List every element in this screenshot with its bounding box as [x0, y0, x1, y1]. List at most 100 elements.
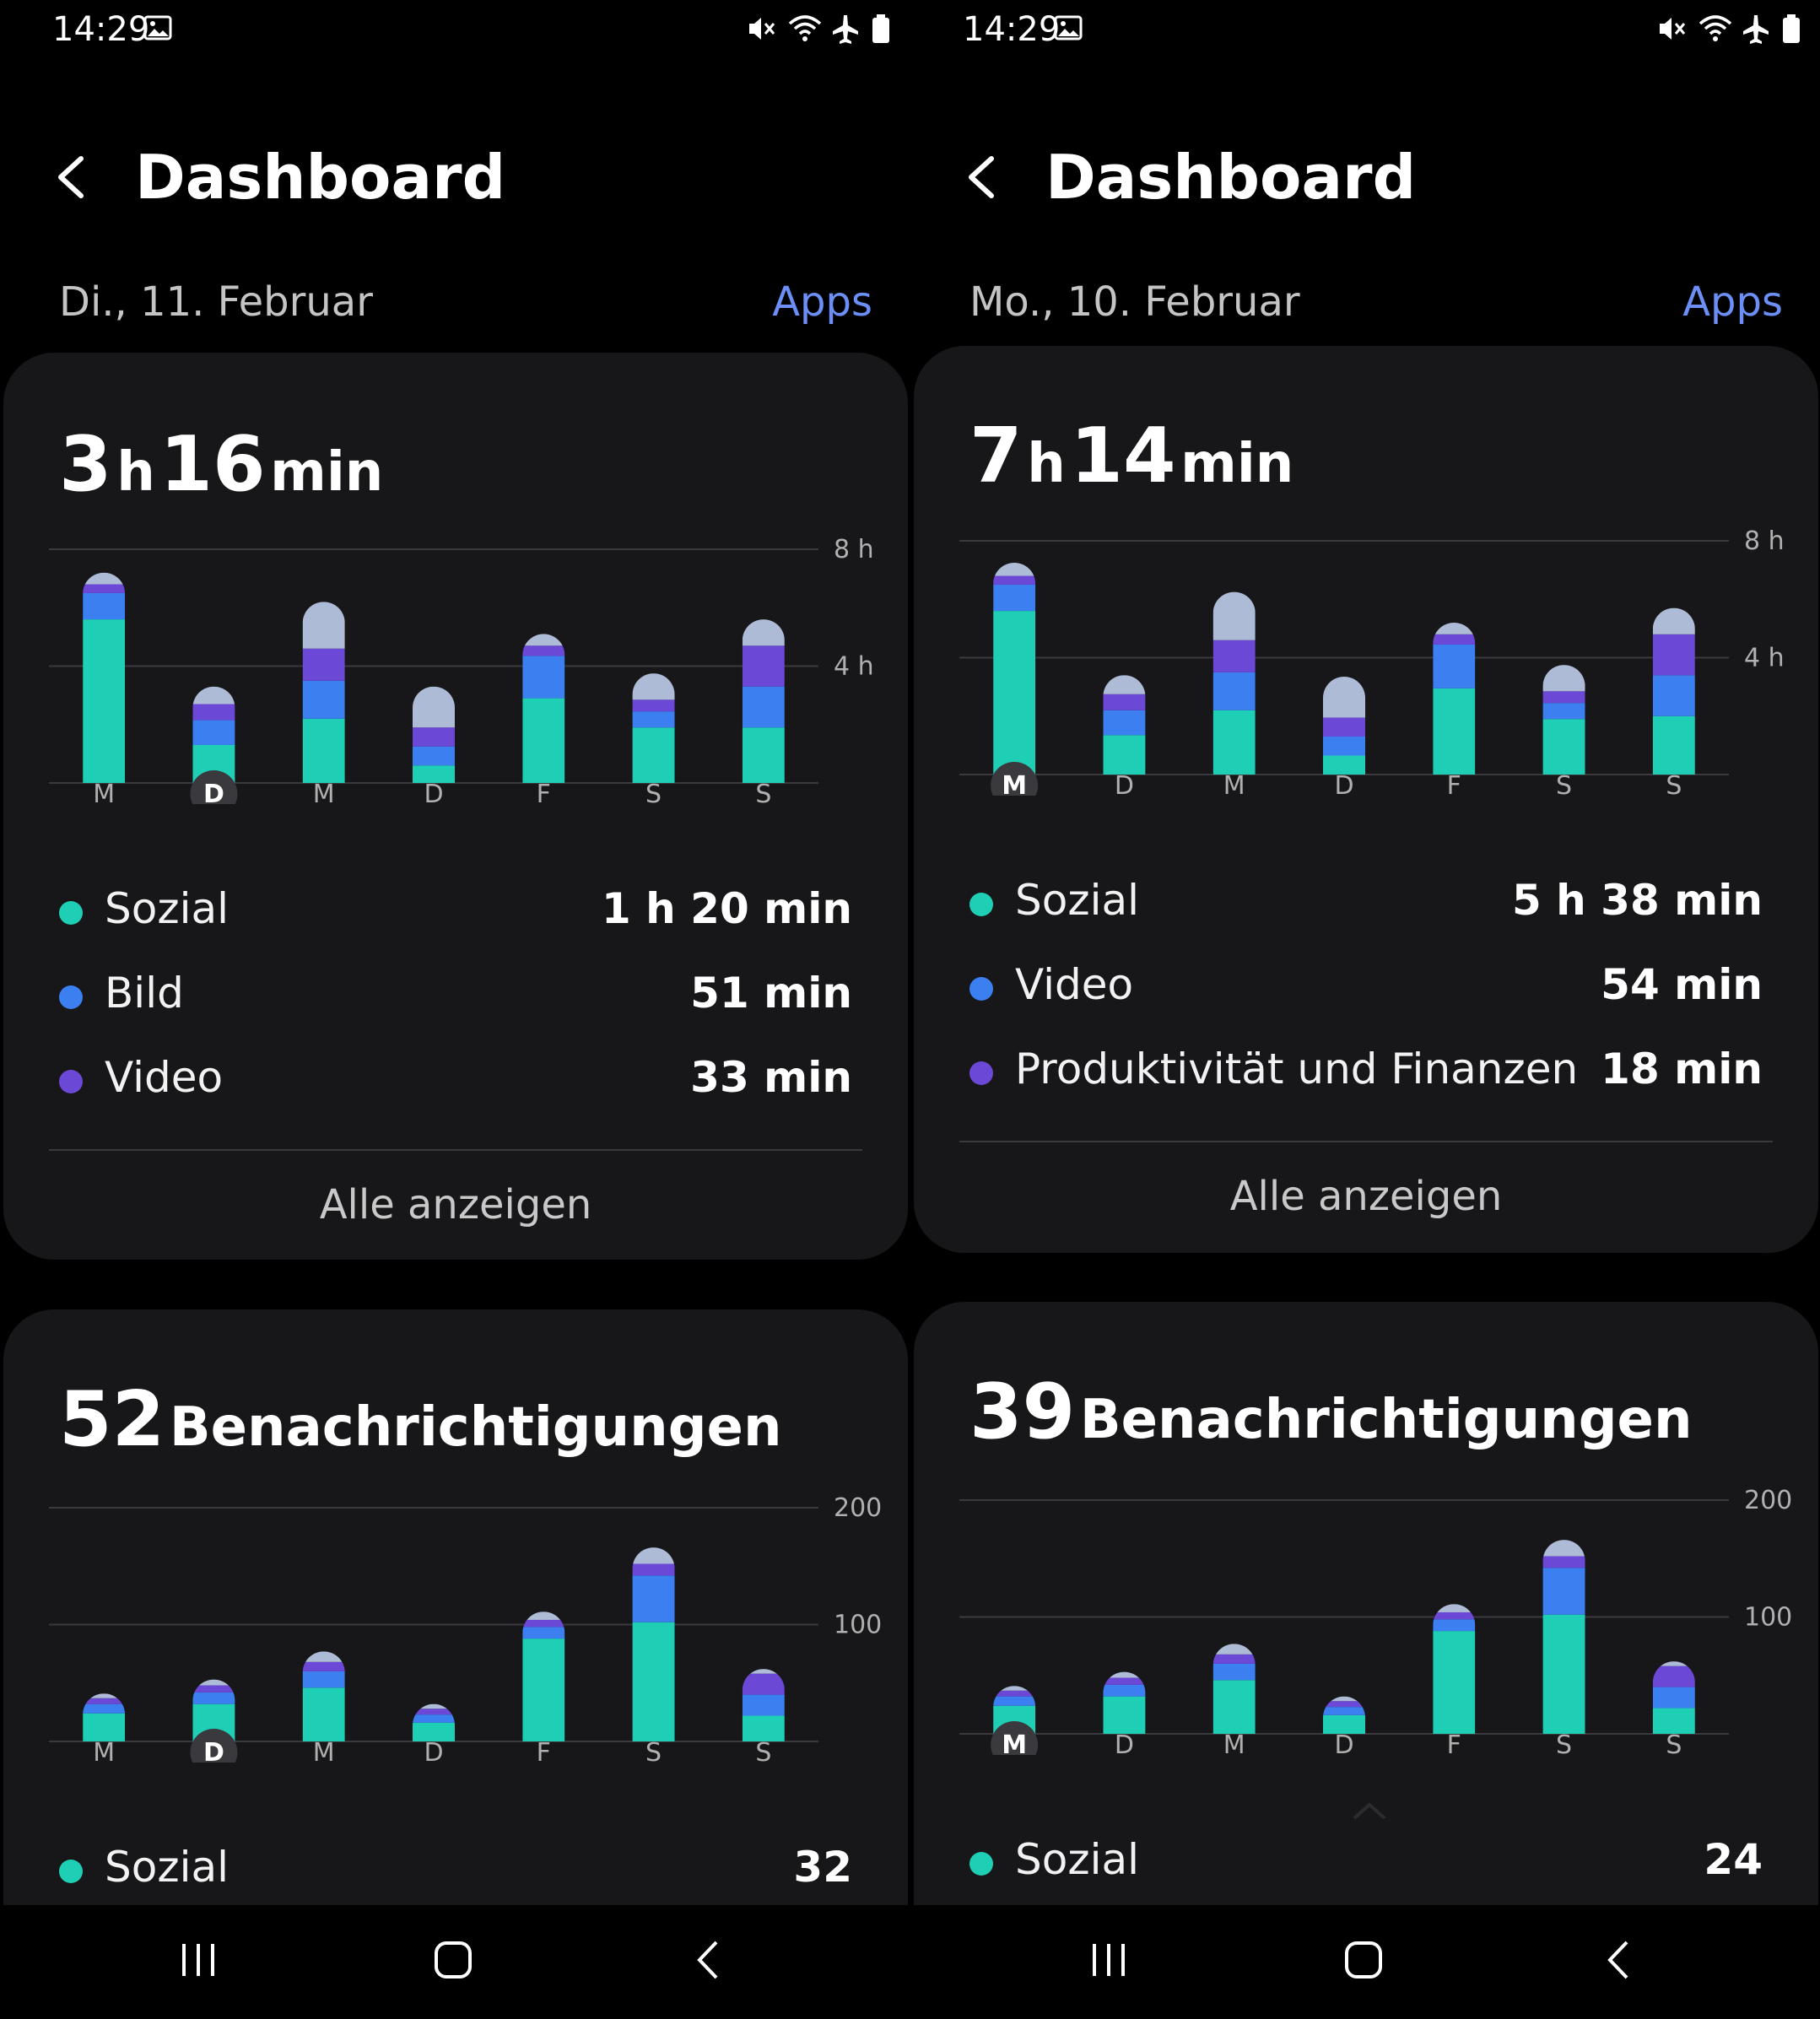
bar-segment-video — [83, 1698, 126, 1704]
selected-day-marker — [190, 1729, 238, 1763]
apps-link[interactable]: Apps — [772, 278, 872, 326]
mute-icon — [1660, 18, 1686, 40]
status-icons — [1656, 12, 1808, 46]
bar-segment-video — [302, 1661, 345, 1671]
bar-segment-video — [1542, 703, 1585, 720]
bar-segment-sozial — [413, 1722, 455, 1741]
x-tick-label: S — [1666, 771, 1682, 796]
notifications-chart[interactable]: 200 100 M D M D F S S — [3, 1476, 908, 1763]
legend-item-sozial[interactable]: Sozial 5 h 38 min — [914, 869, 1818, 937]
bar-group — [742, 1669, 785, 1741]
bar-segment-video — [1103, 710, 1146, 736]
screen-left: 14:29 — [0, 0, 910, 2019]
chevron-up-icon[interactable] — [1351, 1800, 1388, 1822]
bar-segment-sozial — [1542, 719, 1585, 775]
bar-segment-produktivit-t-und-finanzen — [1542, 691, 1585, 704]
bar-segment-bild — [1542, 1568, 1585, 1615]
bar-segment-video — [742, 645, 785, 687]
x-tick-label: D — [424, 780, 443, 804]
x-tick-label: M — [1223, 1730, 1245, 1755]
page-title: Dashboard — [1045, 142, 1417, 213]
notifications-total: 52 Benachrichtigungen — [59, 1375, 782, 1464]
selected-day-marker — [991, 1721, 1039, 1755]
show-all-button[interactable]: Alle anzeigen — [1229, 1173, 1503, 1220]
bar-segment-sozial — [83, 1713, 126, 1741]
gallery-notification-icon — [1054, 15, 1083, 40]
apps-link[interactable]: Apps — [1682, 278, 1783, 326]
x-tick-label: D — [424, 1738, 443, 1763]
divider — [49, 1149, 862, 1151]
bar-segment-video — [1652, 675, 1695, 716]
back-nav-icon[interactable] — [688, 1939, 730, 1981]
legend-item-bild[interactable]: Bild 51 min — [3, 962, 908, 1029]
legend-item-sozial[interactable]: Sozial 1 h 20 min — [3, 877, 908, 945]
page-title: Dashboard — [135, 142, 506, 213]
x-tick-label: D — [203, 1738, 224, 1763]
bar-segment-video — [1433, 1611, 1476, 1620]
bar-segment-video — [192, 704, 235, 721]
y-tick-label: 8 h — [1744, 526, 1785, 556]
bar-group — [83, 572, 126, 783]
x-tick-label: M — [93, 780, 115, 804]
home-icon[interactable] — [432, 1939, 474, 1981]
status-time: 14:29 — [963, 10, 1061, 49]
bar-group — [1103, 1671, 1146, 1734]
gallery-notification-icon — [143, 15, 172, 40]
recent-apps-icon[interactable] — [177, 1939, 219, 1981]
x-tick-label: M — [1002, 1730, 1027, 1755]
back-arrow-icon[interactable] — [961, 154, 1003, 201]
bar-segment-andere — [522, 1611, 565, 1620]
wifi-icon — [788, 15, 822, 41]
bar-segment-sozial — [1103, 1696, 1146, 1734]
x-tick-label: M — [313, 780, 335, 804]
bar-segment-bild — [742, 1694, 785, 1716]
status-bar: 14:29 — [0, 0, 910, 59]
bar-group — [632, 1547, 675, 1741]
bar-segment-bild — [1323, 1707, 1365, 1715]
bar-segment-sozial — [742, 1715, 785, 1741]
bar-group — [993, 562, 1036, 775]
bar-segment-sozial — [1103, 735, 1146, 775]
bar-segment-video — [413, 727, 455, 747]
back-arrow-icon[interactable] — [51, 154, 93, 201]
bar-segment-andere — [522, 634, 565, 646]
y-tick-label: 100 — [1744, 1603, 1792, 1633]
bar-segment-andere — [1103, 1671, 1146, 1678]
screen-time-chart[interactable]: 8 h 4 h M D M D F S S — [914, 509, 1818, 796]
x-tick-label: M — [93, 1738, 115, 1763]
navigation-bar — [0, 1905, 910, 2019]
bar-segment-video — [413, 1709, 455, 1715]
bar-segment-produktivit-t-und-finanzen — [1103, 694, 1146, 710]
bar-segment-andere — [632, 1547, 675, 1564]
bar-segment-bild — [302, 1671, 345, 1688]
bar-segment-sozial — [1433, 688, 1476, 775]
battery-icon — [1783, 14, 1800, 43]
bar-segment-sozial — [302, 1687, 345, 1741]
legend-item-sozial[interactable]: Sozial 32 — [3, 1836, 908, 1903]
bar-segment-bild — [413, 746, 455, 766]
legend-dot — [969, 1061, 993, 1085]
x-tick-label: D — [1334, 771, 1353, 796]
bar-segment-bild — [192, 720, 235, 745]
screen-time-total: 7 h 14 min — [969, 412, 1294, 500]
recent-apps-icon[interactable] — [1088, 1939, 1130, 1981]
legend-item-video[interactable]: Video 54 min — [914, 953, 1818, 1021]
bar-segment-video — [993, 1690, 1036, 1697]
show-all-button[interactable]: Alle anzeigen — [319, 1181, 592, 1228]
bar-segment-sozial — [993, 611, 1036, 775]
screen-time-chart[interactable]: 8 h 4 h M D M D F S S — [3, 517, 908, 804]
legend-item-sozial[interactable]: Sozial 24 — [914, 1828, 1818, 1896]
bar-group — [1103, 675, 1146, 775]
divider — [959, 1141, 1773, 1142]
notifications-chart[interactable]: 200 100 M D M D F S S — [914, 1468, 1818, 1755]
airplane-mode-icon — [1743, 15, 1769, 44]
x-tick-label: F — [1447, 1730, 1461, 1755]
legend-item-produktivitaet[interactable]: Produktivität und Finanzen 18 min — [914, 1038, 1818, 1105]
x-tick-label: S — [1556, 771, 1572, 796]
legend-dot — [59, 985, 83, 1009]
bar-group — [1542, 665, 1585, 775]
bar-segment-sozial — [632, 727, 675, 783]
home-icon[interactable] — [1342, 1939, 1385, 1981]
back-nav-icon[interactable] — [1598, 1939, 1640, 1981]
legend-item-video[interactable]: Video 33 min — [3, 1046, 908, 1114]
